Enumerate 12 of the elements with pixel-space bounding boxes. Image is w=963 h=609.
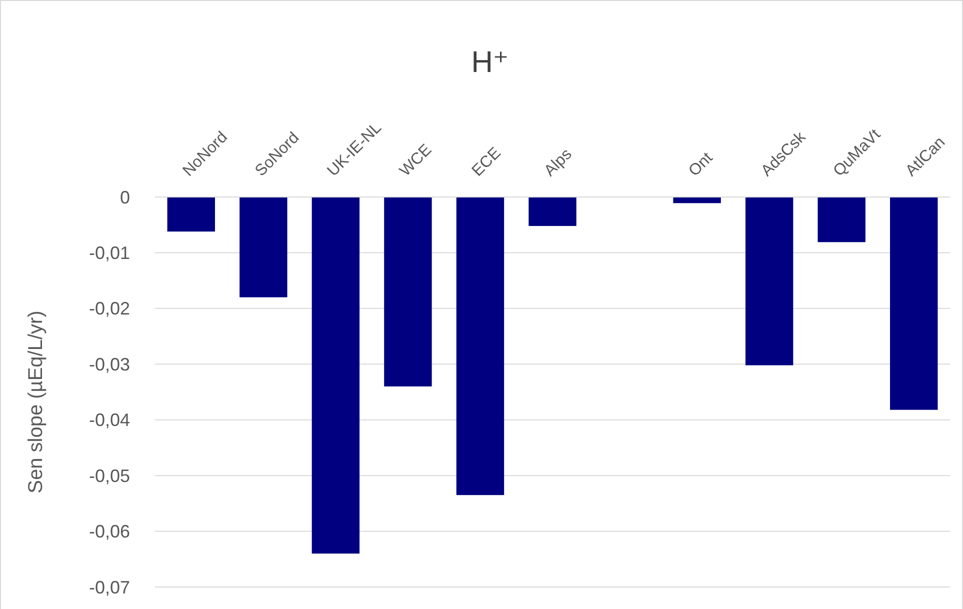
y-tick-label: -0,04 [88,410,130,430]
y-tick-label: -0,06 [88,522,130,542]
x-tick-label: Alps [541,146,576,180]
y-tick-label: -0,02 [88,298,130,319]
y-tick-label: -0,05 [88,466,130,486]
chart-title: H⁺ [471,46,509,79]
x-tick-label: Ont [686,149,716,180]
y-tick-label: -0,01 [88,243,130,264]
y-tick-label: -0,03 [88,354,130,374]
y-axis-title: Sen slope (µEq/L/yr) [25,310,47,494]
y-tick-label: -0,07 [88,577,130,598]
y-tick-label: 0 [120,187,130,208]
